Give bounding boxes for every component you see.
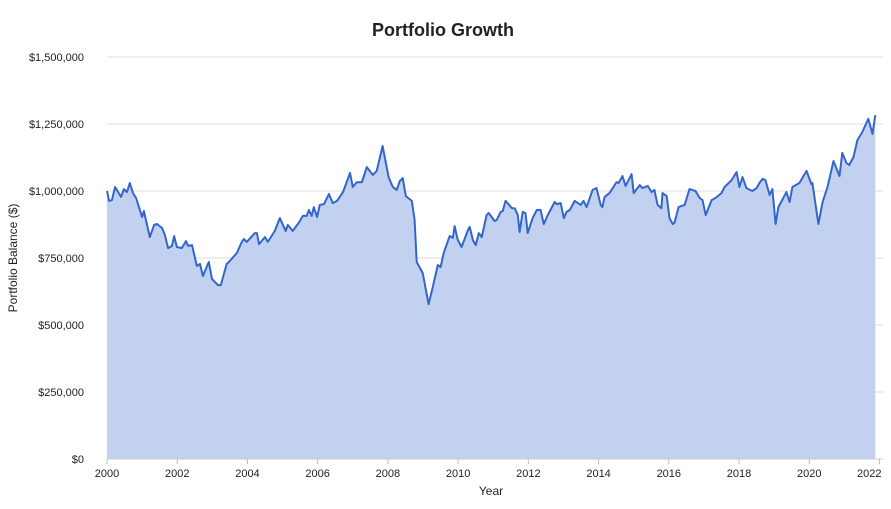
x-tick-label: 2002 bbox=[165, 468, 189, 480]
x-tick-label: 2022 bbox=[857, 468, 881, 480]
x-axis-ticks: 2000 2002 2004 2006 2008 2010 2012 2014 2016 2018… bbox=[95, 459, 881, 480]
y-tick-label: $1,500,000 bbox=[29, 52, 84, 64]
y-tick-label: $0 bbox=[72, 454, 84, 466]
chart-title: Portfolio Growth bbox=[372, 20, 514, 40]
balance-series-line bbox=[106, 115, 877, 306]
x-tick-label: 2016 bbox=[657, 468, 681, 480]
y-axis-label: Portfolio Balance ($) bbox=[6, 204, 20, 313]
x-tick-label: 2014 bbox=[586, 468, 610, 480]
x-tick-label: 2010 bbox=[446, 468, 470, 480]
x-tick-label: 2006 bbox=[305, 468, 329, 480]
y-tick-label: $500,000 bbox=[38, 320, 84, 332]
x-tick-label: 2012 bbox=[516, 468, 540, 480]
y-tick-label: $250,000 bbox=[38, 387, 84, 399]
x-tick-label: 2008 bbox=[376, 468, 400, 480]
x-axis-label: Year bbox=[479, 484, 503, 498]
y-tick-label: $750,000 bbox=[38, 253, 84, 265]
x-tick-label: 2018 bbox=[727, 468, 751, 480]
y-axis-ticks: $0 $250,000 $500,000 $750,000 $1,000,000 $1,2… bbox=[29, 52, 84, 466]
balance-area-fill bbox=[107, 115, 876, 459]
x-tick-label: 2020 bbox=[797, 468, 821, 480]
y-tick-label: $1,250,000 bbox=[29, 119, 84, 131]
x-tick-label: 2000 bbox=[95, 468, 119, 480]
x-tick-label: 2004 bbox=[235, 468, 259, 480]
y-tick-label: $1,000,000 bbox=[29, 186, 84, 198]
